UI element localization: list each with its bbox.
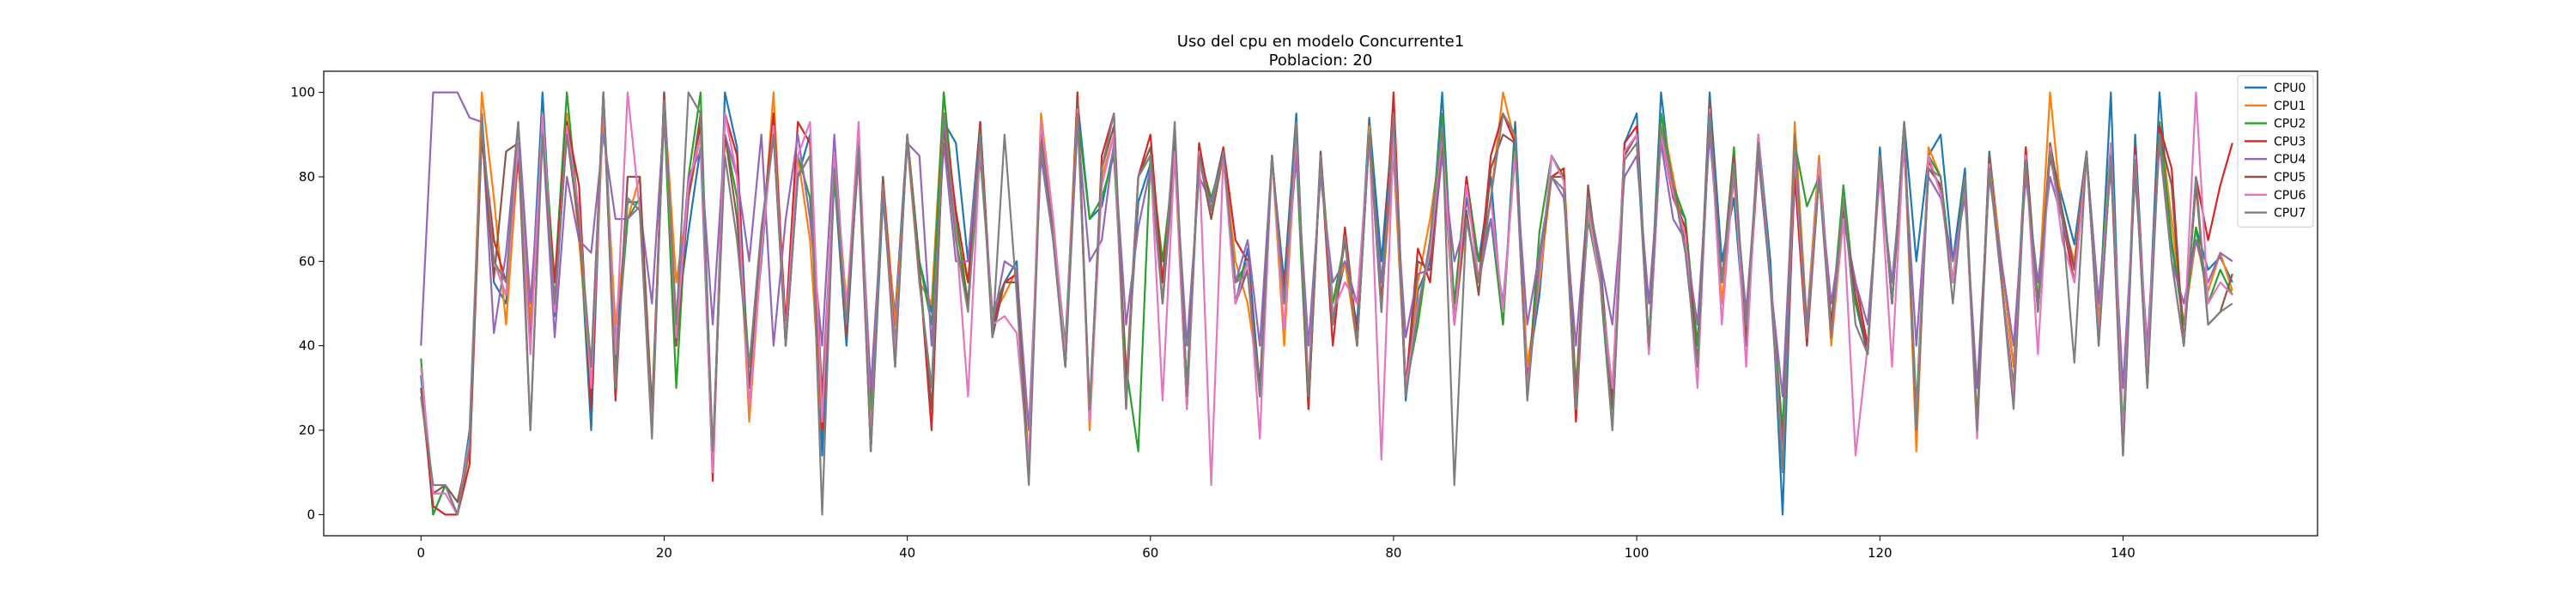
legend-label: CPU3 (2274, 135, 2306, 149)
axes-frame (323, 70, 2318, 537)
series-line-cpu2 (420, 91, 2233, 516)
series-line-cpu7 (420, 91, 2233, 516)
legend-label: CPU6 (2274, 189, 2306, 203)
x-tick-label: 140 (2111, 545, 2136, 561)
chart-subtitle: Poblacion: 20 (1269, 52, 1373, 70)
y-tick-label: 0 (307, 507, 315, 522)
y-tick-label: 80 (299, 169, 315, 185)
legend-label: CPU4 (2274, 153, 2306, 167)
y-tick-label: 100 (290, 85, 315, 100)
y-tick-label: 60 (299, 253, 315, 269)
series-line-cpu3 (420, 91, 2233, 516)
series-line-cpu0 (420, 91, 2233, 516)
legend-label: CPU1 (2274, 100, 2306, 113)
legend-label: CPU5 (2274, 171, 2306, 185)
x-tick-label: 60 (1142, 545, 1158, 561)
x-tick-label: 120 (1868, 545, 1893, 561)
legend-label: CPU7 (2274, 207, 2306, 221)
legend-box (2237, 75, 2314, 228)
legend-label: CPU2 (2274, 118, 2306, 131)
series-line-cpu6 (420, 91, 2233, 516)
y-tick-label: 20 (299, 422, 315, 438)
x-tick-label: 0 (416, 545, 425, 561)
x-tick-label: 20 (656, 545, 672, 561)
y-tick-label: 40 (299, 338, 315, 354)
chart-title: Uso del cpu en modelo Concurrente1 (1177, 33, 1464, 51)
x-tick-label: 100 (1625, 545, 1649, 561)
axes-ticks: 0 20 40 60 80 100 120 140 0 20 40 60 80 100 (290, 85, 2135, 561)
legend: CPU0 CPU1 CPU2 CPU3 CPU4 CPU5 CPU6 CPU7 (2237, 75, 2314, 228)
legend-label: CPU0 (2274, 82, 2306, 95)
x-tick-label: 80 (1385, 545, 1401, 561)
series-line-cpu1 (420, 91, 2233, 516)
x-tick-label: 40 (899, 545, 915, 561)
plot-area (420, 91, 2233, 516)
